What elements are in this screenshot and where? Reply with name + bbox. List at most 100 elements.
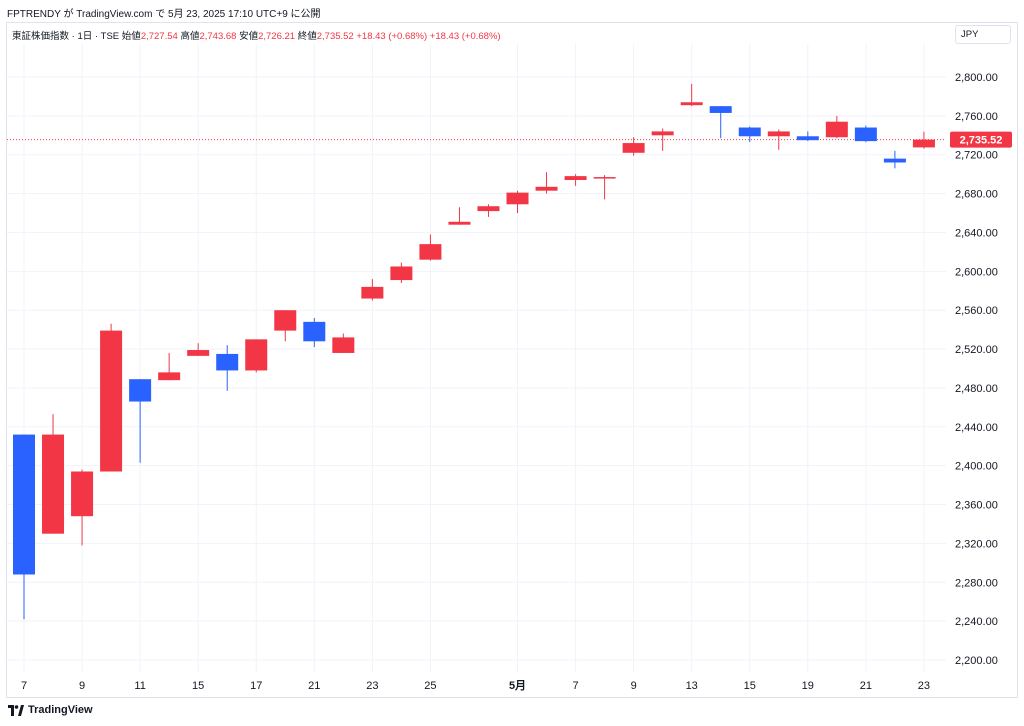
x-tick-label: 19	[802, 680, 814, 692]
candle-body	[767, 131, 790, 137]
candle-body	[13, 434, 35, 575]
y-tick-label: 2,560.00	[955, 305, 998, 317]
candle[interactable]	[42, 414, 65, 534]
candle[interactable]	[390, 262, 413, 283]
candle-body	[622, 143, 645, 153]
candle[interactable]	[274, 310, 297, 342]
high-label: 高値	[180, 31, 200, 42]
candle-body	[390, 266, 413, 281]
candle[interactable]	[825, 115, 848, 139]
x-tick-label: 11	[134, 680, 145, 692]
chart-frame	[6, 22, 1018, 698]
candle-body	[448, 221, 471, 225]
y-tick-label: 2,520.00	[955, 344, 998, 356]
candle-body	[796, 136, 819, 141]
y-tick-label: 2,400.00	[955, 461, 998, 473]
candle[interactable]	[129, 379, 152, 463]
candle[interactable]	[477, 204, 500, 217]
y-tick-label: 2,320.00	[955, 538, 998, 550]
candle[interactable]	[71, 469, 94, 546]
candle[interactable]	[796, 131, 819, 142]
candle-body	[129, 379, 152, 402]
candle-body	[912, 139, 935, 148]
candle-body	[187, 350, 210, 356]
candle[interactable]	[100, 323, 123, 472]
candle[interactable]	[912, 131, 935, 149]
last-price-tag-group: 2,735.52	[950, 131, 1012, 148]
candle-body	[506, 192, 529, 205]
candle-body	[361, 286, 384, 299]
x-tick-label: 15	[744, 680, 756, 692]
x-tick-label: 25	[424, 680, 436, 692]
candle[interactable]	[622, 137, 645, 156]
candle[interactable]	[854, 125, 877, 143]
tradingview-brand[interactable]: TradingView	[8, 704, 93, 716]
candle[interactable]	[419, 234, 442, 261]
candle[interactable]	[709, 106, 732, 139]
low-label: 安値	[239, 31, 259, 42]
candle[interactable]	[187, 343, 210, 356]
y-tick-label: 2,640.00	[955, 227, 998, 239]
candle-body	[854, 127, 877, 142]
close-label: 終値	[297, 31, 317, 42]
candle-body	[419, 244, 442, 260]
candle-body	[477, 206, 500, 212]
tradingview-logo-icon	[8, 704, 24, 716]
candle-body	[303, 321, 326, 342]
open-value: 2,727.54	[140, 31, 178, 42]
candle-body	[245, 339, 268, 371]
candle-body	[100, 330, 123, 472]
candle[interactable]	[883, 150, 906, 169]
x-tick-label: 9	[79, 680, 85, 692]
y-tick-label: 2,680.00	[955, 189, 998, 201]
candle-body	[42, 434, 65, 534]
candle[interactable]	[506, 190, 529, 214]
candle[interactable]	[535, 172, 558, 194]
candle[interactable]	[245, 339, 268, 373]
last-price-tag-text: 2,735.52	[960, 135, 1003, 147]
x-tick-label: 9	[631, 680, 637, 692]
candle[interactable]	[332, 333, 355, 353]
x-tick-label: 21	[308, 680, 320, 692]
low-value: 2,726.21	[258, 31, 296, 42]
candle-body	[593, 177, 616, 179]
candle[interactable]	[216, 345, 239, 391]
publish-info: FPTRENDY が TradingView.com で 5月 23, 2025…	[7, 9, 321, 20]
candle[interactable]	[448, 207, 471, 225]
candle[interactable]	[680, 83, 703, 107]
currency-label[interactable]: JPY	[955, 25, 1011, 44]
y-tick-label: 2,280.00	[955, 577, 998, 589]
change-value-2: +18.43 (+0.68%)	[429, 31, 501, 42]
time-axis: 7 9 11 15 17 21 23 25 5月 7 9 13 15 19 21 23	[21, 679, 930, 692]
x-tick-label: 7	[573, 680, 579, 692]
y-tick-label: 2,800.00	[955, 72, 998, 84]
candle[interactable]	[651, 128, 674, 151]
candle[interactable]	[158, 352, 181, 381]
y-tick-label: 2,760.00	[955, 111, 998, 123]
candle[interactable]	[593, 175, 616, 200]
candle-body	[564, 176, 587, 180]
candle[interactable]	[303, 317, 326, 348]
y-tick-label: 2,440.00	[955, 422, 998, 434]
y-tick-label: 2,480.00	[955, 383, 998, 395]
candle[interactable]	[738, 126, 761, 143]
candle-body	[680, 102, 703, 106]
candle[interactable]	[767, 129, 790, 150]
close-value: 2,735.52	[316, 31, 354, 42]
candle-body	[71, 471, 94, 517]
x-tick-label: 23	[366, 680, 378, 692]
y-tick-label: 2,240.00	[955, 616, 998, 628]
x-tick-label: 5月	[509, 679, 526, 692]
candle[interactable]	[13, 434, 35, 620]
x-tick-label: 17	[250, 680, 262, 692]
change-value: +18.43 (+0.68%)	[356, 31, 428, 42]
candle[interactable]	[361, 279, 384, 301]
ohlc-legend: 東証株価指数 · 1日 · TSE 始値2,727.54 高値2,743.68 …	[12, 28, 501, 42]
candles	[13, 83, 935, 620]
brand-name: TradingView	[28, 704, 93, 716]
candle-body	[651, 131, 674, 136]
candle-body	[883, 158, 906, 163]
candle[interactable]	[564, 174, 587, 186]
x-tick-label: 23	[918, 680, 930, 692]
